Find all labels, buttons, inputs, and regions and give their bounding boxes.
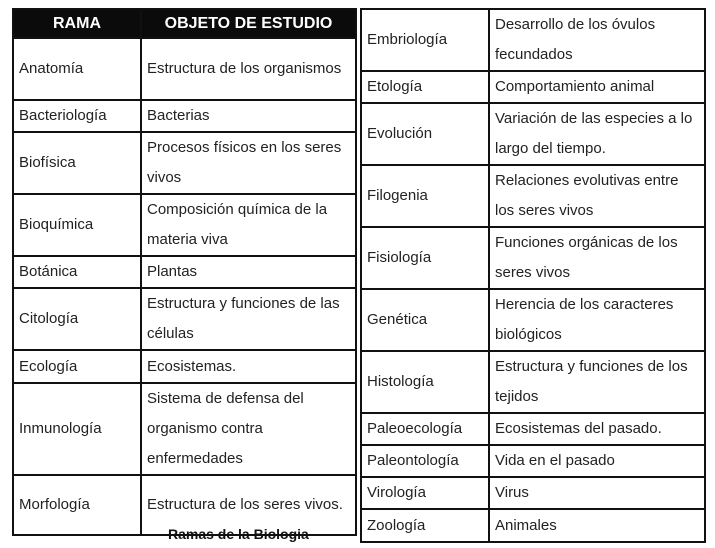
- rama-cell: Histología: [360, 350, 490, 414]
- rama-cell: Bioquímica: [12, 193, 142, 257]
- rama-cell: Filogenia: [360, 164, 490, 228]
- table-row: Virología Virus: [360, 476, 706, 510]
- rama-cell: Fisiología: [360, 226, 490, 290]
- rama-cell: Anatomía: [12, 37, 142, 101]
- rama-cell: Citología: [12, 287, 142, 351]
- table-row: Botánica Plantas: [12, 255, 357, 289]
- objeto-cell: Comportamiento animal: [488, 70, 706, 104]
- rama-cell: Virología: [360, 476, 490, 510]
- header-rama: RAMA: [12, 8, 142, 39]
- table-row: Fisiología Funciones orgánicas de los ser…: [360, 226, 706, 290]
- objeto-cell: Bacterias: [140, 99, 357, 133]
- rama-cell: Ecología: [12, 349, 142, 384]
- table-row: Anatomía Estructura de los organismos: [12, 37, 357, 101]
- objeto-cell: Virus: [488, 476, 706, 510]
- table-row: Biofísica Procesos físicos en los seres v…: [12, 131, 357, 195]
- rama-cell: Inmunología: [12, 382, 142, 476]
- objeto-cell: Sistema de defensa del organismo contra …: [140, 382, 357, 476]
- objeto-cell: Ecosistemas del pasado.: [488, 412, 706, 446]
- objeto-cell: Estructura y funciones de las células: [140, 287, 357, 351]
- left-table: RAMA OBJETO DE ESTUDIO Anatomía Estructur…: [12, 8, 357, 536]
- table-row: Embriología Desarrollo de los óvulos fecu…: [360, 8, 706, 72]
- objeto-cell: Vida en el pasado: [488, 444, 706, 478]
- rama-cell: Paleoecología: [360, 412, 490, 446]
- table-caption: Ramas de la Biologia: [168, 526, 309, 542]
- rama-cell: Genética: [360, 288, 490, 352]
- table-row: Bacteriología Bacterias: [12, 99, 357, 133]
- table-row: Etología Comportamiento animal: [360, 70, 706, 104]
- table-row: Ecología Ecosistemas.: [12, 349, 357, 384]
- rama-cell: Paleontología: [360, 444, 490, 478]
- rama-cell: Morfología: [12, 474, 142, 536]
- rama-cell: Botánica: [12, 255, 142, 289]
- table-row: Bioquímica Composición química de la mate…: [12, 193, 357, 257]
- rama-cell: Evolución: [360, 102, 490, 166]
- objeto-cell: Animales: [488, 508, 706, 543]
- table-row: Evolución Variación de las especies a lo …: [360, 102, 706, 166]
- objeto-cell: Relaciones evolutivas entre los seres vi…: [488, 164, 706, 228]
- rama-cell: Bacteriología: [12, 99, 142, 133]
- table-row: Filogenia Relaciones evolutivas entre los…: [360, 164, 706, 228]
- objeto-cell: Composición química de la materia viva: [140, 193, 357, 257]
- objeto-cell: Estructura y funciones de los tejidos: [488, 350, 706, 414]
- table-row: Citología Estructura y funciones de las c…: [12, 287, 357, 351]
- right-table: Embriología Desarrollo de los óvulos fecu…: [360, 8, 706, 543]
- rama-cell: Embriología: [360, 8, 490, 72]
- table-row: Genética Herencia de los caracteres bioló…: [360, 288, 706, 352]
- objeto-cell: Estructura de los seres vivos.: [140, 474, 357, 536]
- header-row: RAMA OBJETO DE ESTUDIO: [12, 8, 357, 39]
- table-row: Inmunología Sistema de defensa del organi…: [12, 382, 357, 476]
- objeto-cell: Funciones orgánicas de los seres vivos: [488, 226, 706, 290]
- header-objeto: OBJETO DE ESTUDIO: [140, 8, 357, 39]
- objeto-cell: Herencia de los caracteres biológicos: [488, 288, 706, 352]
- objeto-cell: Desarrollo de los óvulos fecundados: [488, 8, 706, 72]
- table-row: Paleontología Vida en el pasado: [360, 444, 706, 478]
- objeto-cell: Plantas: [140, 255, 357, 289]
- table-row: Histología Estructura y funciones de los …: [360, 350, 706, 414]
- table-row: Zoología Animales: [360, 508, 706, 543]
- table-row: Paleoecología Ecosistemas del pasado.: [360, 412, 706, 446]
- rama-cell: Biofísica: [12, 131, 142, 195]
- rama-cell: Etología: [360, 70, 490, 104]
- rama-cell: Zoología: [360, 508, 490, 543]
- objeto-cell: Ecosistemas.: [140, 349, 357, 384]
- table-row: Morfología Estructura de los seres vivos.: [12, 474, 357, 536]
- objeto-cell: Variación de las especies a lo largo del…: [488, 102, 706, 166]
- objeto-cell: Procesos físicos en los seres vivos: [140, 131, 357, 195]
- objeto-cell: Estructura de los organismos: [140, 37, 357, 101]
